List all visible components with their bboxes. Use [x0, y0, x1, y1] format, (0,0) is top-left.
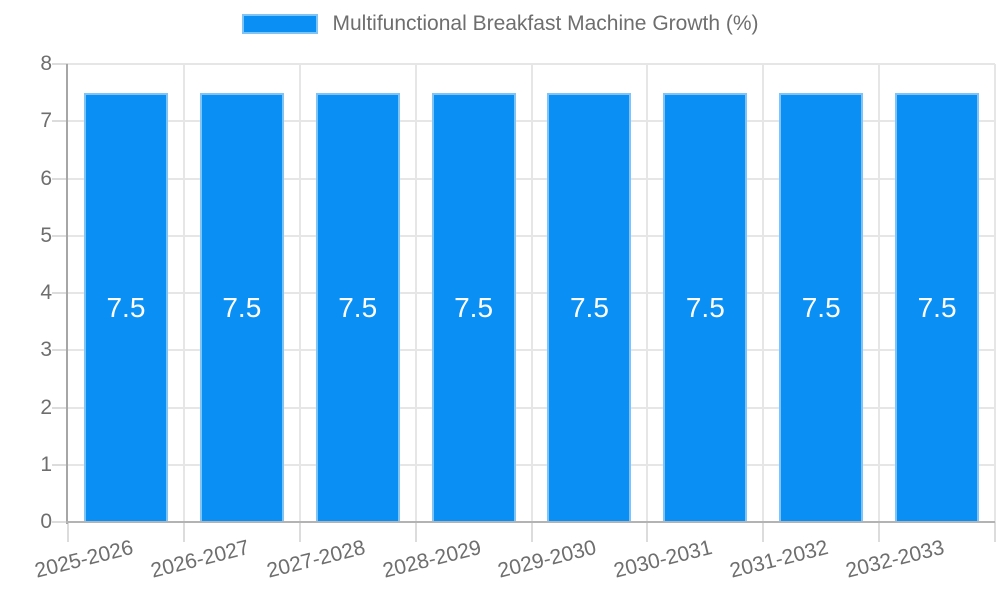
y-tick	[52, 463, 68, 466]
bar-value-label: 7.5	[917, 292, 957, 324]
y-axis-label: 3	[40, 338, 52, 362]
legend-swatch-icon	[241, 14, 318, 34]
bar-value-label: 7.5	[801, 292, 841, 324]
y-axis-label: 6	[40, 166, 52, 190]
y-axis-label: 2	[40, 395, 52, 419]
gridline-v	[646, 64, 649, 522]
x-tick	[762, 522, 765, 542]
y-tick	[52, 349, 68, 352]
bar: 7.5	[431, 92, 516, 522]
x-tick	[530, 522, 533, 542]
x-tick	[878, 522, 881, 542]
bar: 7.5	[895, 92, 980, 522]
x-tick	[67, 522, 69, 542]
bar-value-label: 7.5	[454, 292, 494, 324]
bar-value-label: 7.5	[106, 292, 146, 324]
y-tick	[52, 63, 68, 65]
gridline-v	[414, 64, 417, 522]
x-tick	[298, 522, 301, 542]
x-tick	[994, 522, 996, 542]
y-axis-label: 0	[40, 510, 52, 533]
gridline-v	[182, 64, 185, 522]
y-tick	[52, 234, 68, 237]
y-tick	[52, 177, 68, 180]
y-tick	[52, 406, 68, 409]
y-axis-line	[66, 64, 68, 524]
y-axis-label: 5	[40, 223, 52, 247]
x-axis-line	[66, 521, 995, 523]
legend-label: Multifunctional Breakfast Machine Growth…	[332, 12, 759, 35]
bar: 7.5	[83, 92, 168, 522]
y-axis-label: 1	[40, 452, 52, 476]
bar: 7.5	[199, 92, 284, 522]
y-axis-label: 4	[40, 281, 52, 304]
y-tick	[52, 521, 68, 523]
bar-value-label: 7.5	[222, 292, 262, 324]
gridline-v	[994, 64, 996, 522]
y-tick	[52, 120, 68, 123]
y-axis-label: 7	[40, 109, 52, 133]
gridline-v	[878, 64, 881, 522]
gridline-v	[762, 64, 765, 522]
bar: 7.5	[663, 92, 748, 522]
bar: 7.5	[547, 92, 632, 522]
y-tick	[52, 292, 68, 294]
x-tick	[182, 522, 185, 542]
bar-value-label: 7.5	[338, 292, 378, 324]
bar: 7.5	[779, 92, 864, 522]
bar-value-label: 7.5	[685, 292, 725, 324]
x-tick	[414, 522, 417, 542]
chart-legend: Multifunctional Breakfast Machine Growth…	[0, 12, 1000, 36]
gridline-v	[530, 64, 533, 522]
bar-value-label: 7.5	[569, 292, 609, 324]
gridline-v	[298, 64, 301, 522]
bar: 7.5	[315, 92, 400, 522]
y-axis-label: 8	[40, 52, 52, 75]
legend-item[interactable]: Multifunctional Breakfast Machine Growth…	[241, 12, 759, 36]
x-tick	[646, 522, 649, 542]
